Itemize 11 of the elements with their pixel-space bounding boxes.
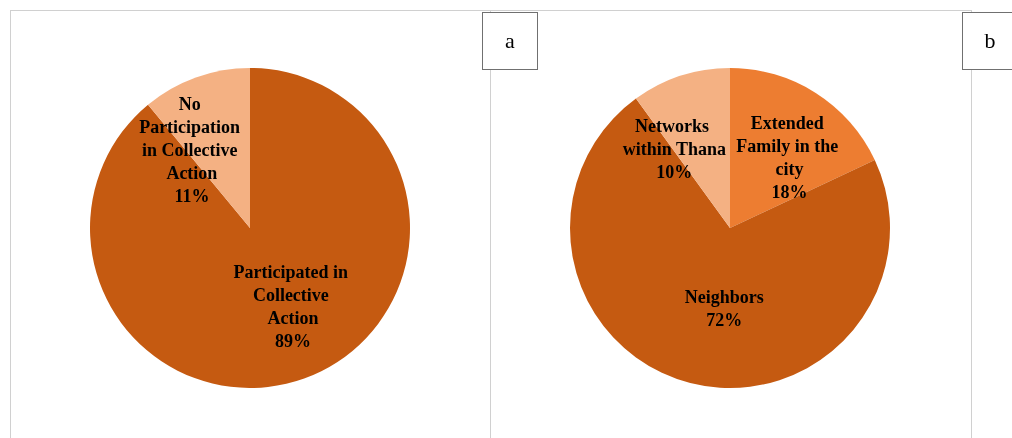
data-label: 18% xyxy=(771,182,808,203)
slice-label: Participated in Collective Action xyxy=(233,261,353,328)
text: b xyxy=(984,28,996,54)
text: a xyxy=(505,28,515,54)
slice-label: Neighbors xyxy=(684,286,764,307)
data-label: 89% xyxy=(275,330,312,351)
data-label: 10% xyxy=(656,162,693,183)
data-label: 11% xyxy=(174,185,210,206)
slice-label: Extended Family in the city xyxy=(736,113,843,180)
data-label: 72% xyxy=(706,309,743,330)
slice-label: Networks within Thana xyxy=(622,116,726,160)
